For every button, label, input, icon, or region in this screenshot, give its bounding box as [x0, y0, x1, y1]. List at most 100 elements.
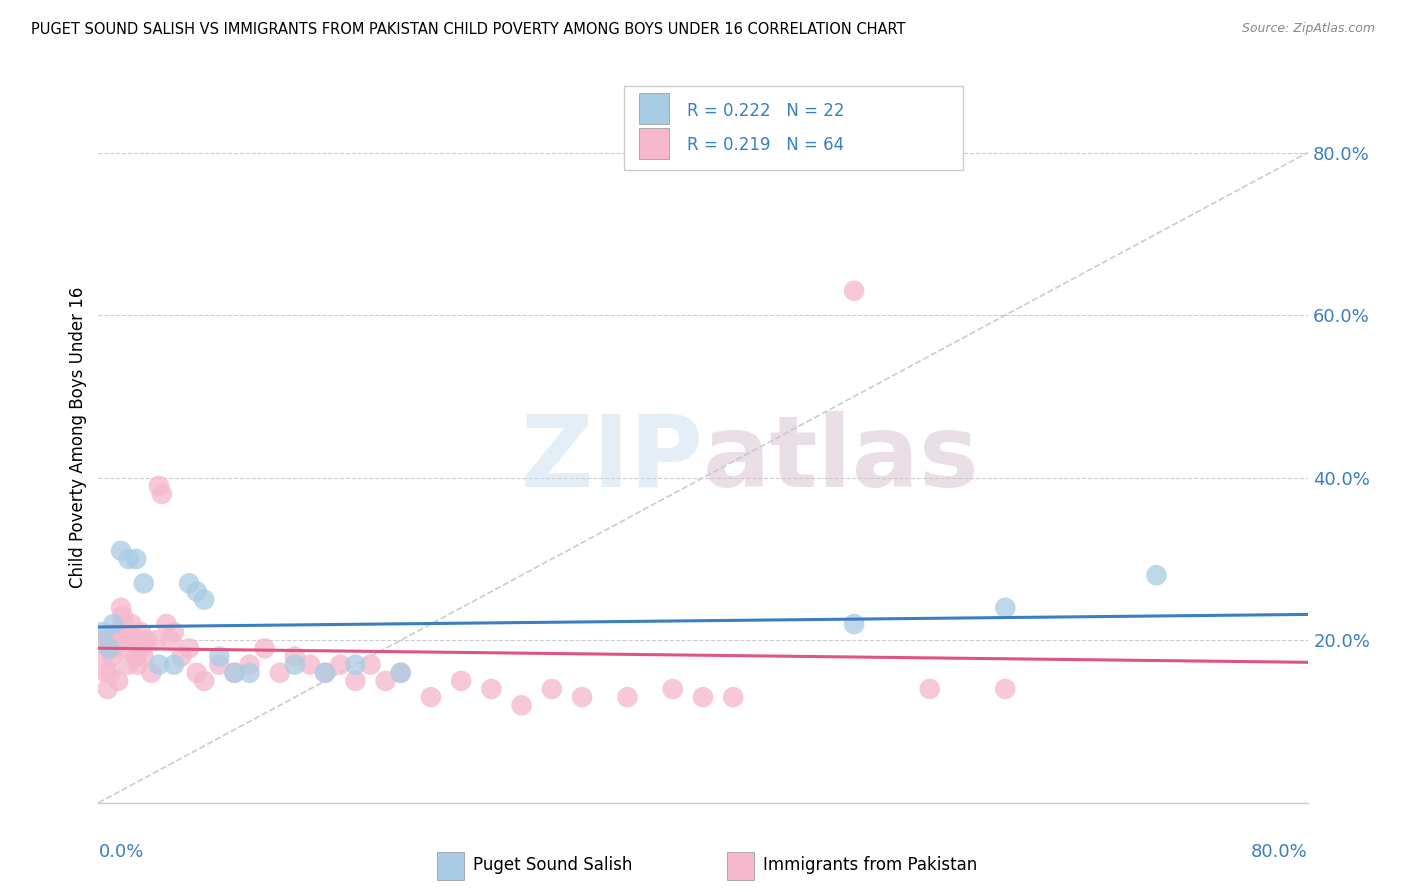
Point [128, 633, 150, 648]
Text: Source: ZipAtlas.com: Source: ZipAtlas.com [1241, 22, 1375, 36]
Point [239, 657, 262, 672]
Point [269, 665, 291, 680]
Point [994, 600, 1017, 615]
Point [208, 649, 231, 664]
Point [120, 633, 142, 648]
Point [224, 665, 246, 680]
Text: PUGET SOUND SALISH VS IMMIGRANTS FROM PAKISTAN CHILD POVERTY AMONG BOYS UNDER 16: PUGET SOUND SALISH VS IMMIGRANTS FROM PA… [31, 22, 905, 37]
Point [186, 665, 208, 680]
Point [103, 617, 125, 632]
Point [98, 641, 121, 656]
Point [994, 681, 1017, 696]
Point [193, 673, 215, 688]
Point [148, 657, 170, 672]
Text: 0.0%: 0.0% [98, 843, 143, 861]
Point [101, 649, 124, 664]
Point [127, 657, 149, 672]
FancyBboxPatch shape [727, 852, 754, 880]
Point [111, 608, 134, 623]
Point [114, 633, 136, 648]
Point [141, 665, 163, 680]
Point [107, 673, 129, 688]
Point [1144, 568, 1167, 582]
Point [170, 649, 193, 664]
Point [131, 641, 153, 656]
Point [918, 681, 941, 696]
Point [193, 592, 215, 607]
Point [389, 665, 412, 680]
Point [374, 673, 396, 688]
Point [179, 641, 201, 656]
Point [344, 657, 367, 672]
Point [112, 617, 135, 632]
Point [389, 665, 412, 680]
Point [360, 657, 382, 672]
FancyBboxPatch shape [638, 128, 669, 159]
Point [253, 641, 276, 656]
Point [93, 633, 115, 648]
Text: atlas: atlas [703, 410, 980, 508]
Point [148, 479, 170, 493]
Point [844, 617, 866, 632]
Point [299, 657, 322, 672]
Point [163, 657, 186, 672]
Point [118, 657, 141, 672]
Point [723, 690, 745, 705]
Text: ZIP: ZIP [520, 410, 703, 508]
Point [135, 633, 157, 648]
Point [186, 584, 208, 599]
Point [481, 681, 503, 696]
Point [661, 681, 683, 696]
Point [208, 657, 231, 672]
Text: Immigrants from Pakistan: Immigrants from Pakistan [763, 856, 977, 874]
Point [104, 641, 127, 656]
Point [163, 625, 186, 640]
Point [540, 681, 562, 696]
Point [129, 625, 152, 640]
Text: R = 0.219   N = 64: R = 0.219 N = 64 [688, 136, 845, 153]
Point [100, 665, 122, 680]
FancyBboxPatch shape [437, 852, 464, 880]
Point [314, 665, 336, 680]
Point [105, 625, 128, 640]
Point [160, 633, 183, 648]
Point [314, 665, 336, 680]
Point [510, 698, 533, 713]
Point [145, 633, 167, 648]
Point [132, 649, 155, 664]
Point [239, 665, 262, 680]
FancyBboxPatch shape [638, 94, 669, 124]
Point [91, 649, 114, 664]
Point [616, 690, 638, 705]
Point [150, 487, 173, 501]
Point [179, 576, 201, 591]
Y-axis label: Child Poverty Among Boys Under 16: Child Poverty Among Boys Under 16 [69, 286, 87, 588]
Point [344, 673, 367, 688]
Point [571, 690, 593, 705]
FancyBboxPatch shape [624, 86, 963, 170]
Point [96, 681, 118, 696]
Point [155, 617, 177, 632]
Point [844, 284, 866, 298]
Point [420, 690, 443, 705]
Point [125, 649, 148, 664]
Point [450, 673, 472, 688]
Point [91, 625, 114, 640]
Point [284, 649, 307, 664]
Point [224, 665, 246, 680]
Point [329, 657, 352, 672]
Text: Puget Sound Salish: Puget Sound Salish [474, 856, 633, 874]
Point [90, 633, 112, 648]
Point [118, 552, 141, 566]
Point [110, 600, 132, 615]
Point [125, 552, 148, 566]
Text: R = 0.222   N = 22: R = 0.222 N = 22 [688, 102, 845, 120]
Point [692, 690, 714, 705]
Point [103, 633, 125, 648]
Point [132, 576, 155, 591]
Point [98, 641, 121, 656]
Point [121, 617, 143, 632]
Text: 80.0%: 80.0% [1251, 843, 1308, 861]
Point [94, 665, 117, 680]
Point [110, 544, 132, 558]
